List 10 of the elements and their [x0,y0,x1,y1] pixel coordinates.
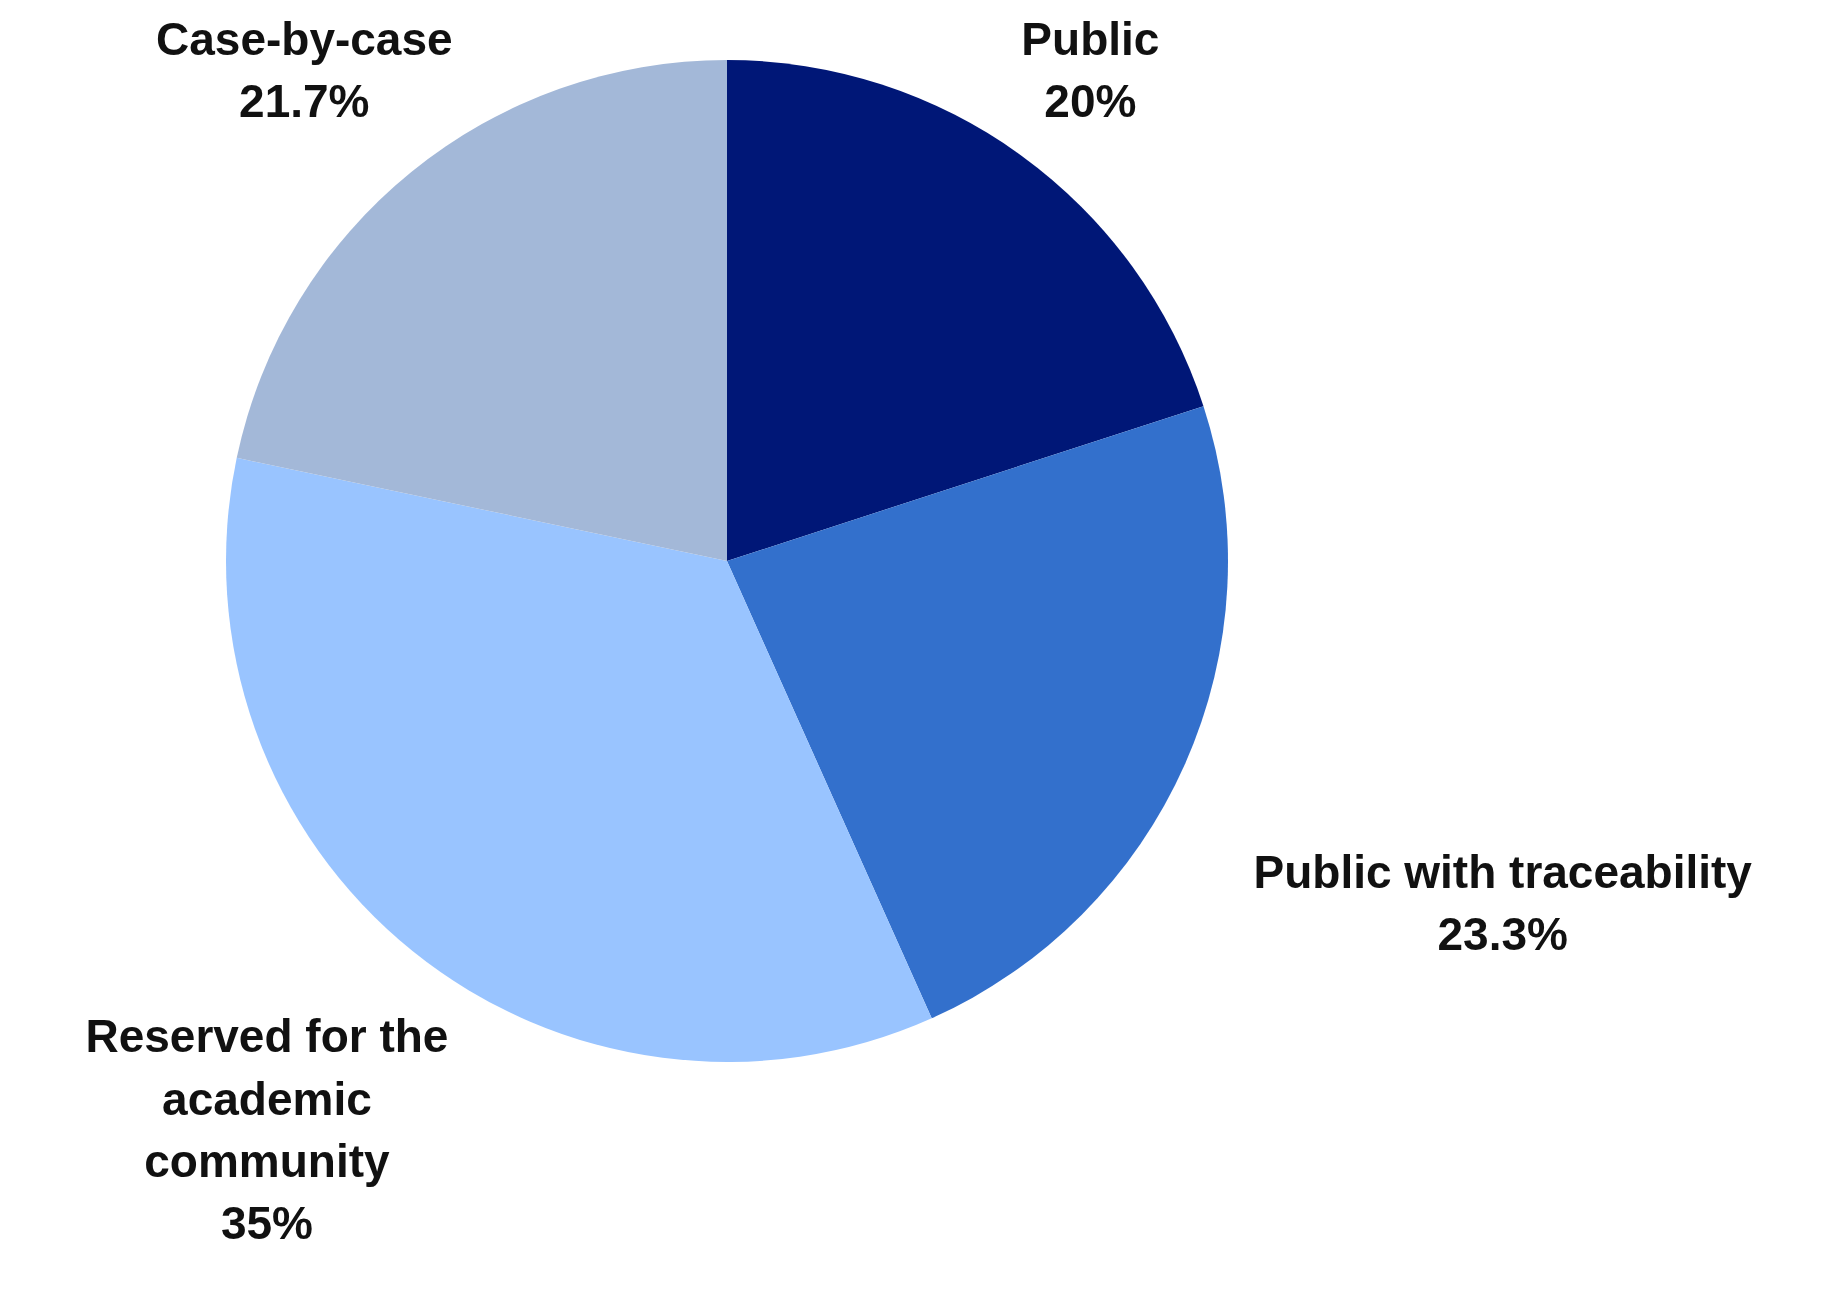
data-label: 21.7% [239,75,370,128]
slice-label: Reserved for the academic community [85,1010,449,1187]
data-label: 20% [1044,75,1137,128]
data-label: 23.3% [1437,908,1568,961]
slice-label: Public with traceability [1253,846,1753,899]
pie-slice [727,60,1204,561]
slice-label: Case-by-case [155,13,453,66]
data-label: 35% [220,1196,313,1249]
slice-label: Public [1021,13,1160,66]
pie-slice [727,406,1228,1019]
